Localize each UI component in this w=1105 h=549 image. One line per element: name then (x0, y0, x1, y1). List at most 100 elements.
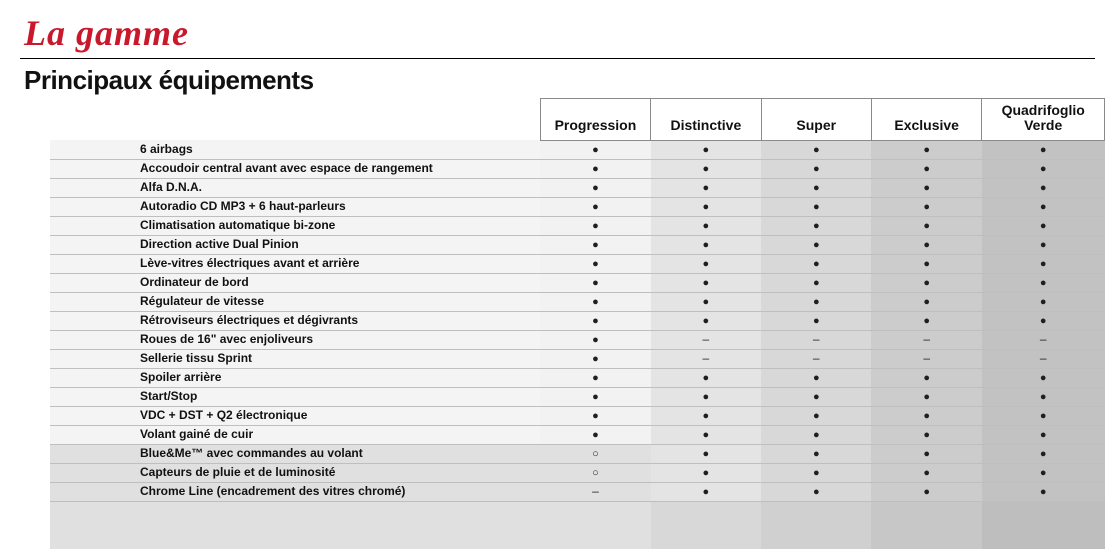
equipment-cell: ● (651, 159, 761, 178)
title-rule (20, 58, 1095, 59)
equipment-cell: – (651, 349, 761, 368)
table-row: Lève-vitres électriques avant et arrière… (50, 254, 1105, 273)
row-label: Sellerie tissu Sprint (50, 349, 540, 368)
equipment-cell: ● (871, 311, 981, 330)
equipment-cell: ● (982, 368, 1105, 387)
col-header: Exclusive (871, 99, 981, 141)
equipment-cell: ● (761, 482, 871, 501)
table-row: Volant gainé de cuir●●●●● (50, 425, 1105, 444)
row-label: Alfa D.N.A. (50, 178, 540, 197)
equipment-cell: ● (540, 216, 650, 235)
equipment-cell: ● (982, 159, 1105, 178)
equipment-cell: ● (982, 482, 1105, 501)
padding-row (50, 501, 1105, 549)
equipment-cell: ● (761, 368, 871, 387)
equipment-cell: ● (651, 235, 761, 254)
equipment-cell: ● (540, 235, 650, 254)
equipment-cell: ● (982, 140, 1105, 159)
row-label: Roues de 16" avec enjoliveurs (50, 330, 540, 349)
row-label: Ordinateur de bord (50, 273, 540, 292)
equipment-cell: ● (982, 235, 1105, 254)
equipment-table: Progression Distinctive Super Exclusive … (50, 98, 1105, 549)
table-row: Régulateur de vitesse●●●●● (50, 292, 1105, 311)
script-title: La gamme (24, 12, 1095, 54)
col-header: Super (761, 99, 871, 141)
equipment-cell: ● (982, 406, 1105, 425)
equipment-cell: ● (982, 254, 1105, 273)
equipment-cell: ○ (540, 463, 650, 482)
equipment-cell: – (982, 349, 1105, 368)
equipment-cell: ● (540, 273, 650, 292)
col-header: QuadrifoglioVerde (982, 99, 1105, 141)
equipment-cell: ● (540, 330, 650, 349)
row-label: Lève-vitres électriques avant et arrière (50, 254, 540, 273)
equipment-cell: ● (540, 311, 650, 330)
equipment-cell: ● (761, 235, 871, 254)
equipment-cell: ● (871, 444, 981, 463)
equipment-cell: ● (871, 482, 981, 501)
table-row: Rétroviseurs électriques et dégivrants●●… (50, 311, 1105, 330)
row-label: Start/Stop (50, 387, 540, 406)
equipment-cell: – (540, 482, 650, 501)
row-label: Climatisation automatique bi-zone (50, 216, 540, 235)
row-label: Volant gainé de cuir (50, 425, 540, 444)
header-row: Progression Distinctive Super Exclusive … (50, 99, 1105, 141)
equipment-cell: – (761, 330, 871, 349)
col-header: Progression (540, 99, 650, 141)
equipment-cell: ● (761, 273, 871, 292)
equipment-cell: ● (761, 178, 871, 197)
equipment-cell: – (982, 330, 1105, 349)
header-empty (50, 99, 540, 141)
equipment-cell: ● (761, 159, 871, 178)
equipment-cell: ● (982, 311, 1105, 330)
equipment-cell: – (761, 349, 871, 368)
table-row: 6 airbags●●●●● (50, 140, 1105, 159)
equipment-cell: ● (540, 425, 650, 444)
equipment-cell: ● (540, 349, 650, 368)
equipment-cell: ● (651, 425, 761, 444)
equipment-cell: ● (871, 273, 981, 292)
table-row: Accoudoir central avant avec espace de r… (50, 159, 1105, 178)
equipment-cell: – (871, 330, 981, 349)
equipment-cell: ● (982, 387, 1105, 406)
equipment-cell: ● (540, 159, 650, 178)
equipment-cell: ● (761, 216, 871, 235)
equipment-cell: ● (651, 387, 761, 406)
equipment-cell: ● (651, 463, 761, 482)
equipment-cell: ● (651, 197, 761, 216)
table-row: Spoiler arrière●●●●● (50, 368, 1105, 387)
table-row: Blue&Me™ avec commandes au volant○●●●● (50, 444, 1105, 463)
equipment-cell: ● (761, 197, 871, 216)
row-label: 6 airbags (50, 140, 540, 159)
equipment-cell: ● (761, 292, 871, 311)
equipment-cell: ● (540, 197, 650, 216)
equipment-cell: ● (540, 292, 650, 311)
equipment-cell: ● (761, 140, 871, 159)
equipment-cell: ● (871, 292, 981, 311)
row-label: Rétroviseurs électriques et dégivrants (50, 311, 540, 330)
subtitle: Principaux équipements (24, 65, 1095, 96)
equipment-cell: ● (540, 254, 650, 273)
equipment-cell: ● (982, 273, 1105, 292)
equipment-cell: ● (540, 178, 650, 197)
equipment-cell: ● (651, 444, 761, 463)
equipment-cell: – (871, 349, 981, 368)
equipment-cell: ● (871, 387, 981, 406)
table-row: Capteurs de pluie et de luminosité○●●●● (50, 463, 1105, 482)
equipment-cell: ● (982, 463, 1105, 482)
table-row: Autoradio CD MP3 + 6 haut-parleurs●●●●● (50, 197, 1105, 216)
equipment-cell: ● (651, 178, 761, 197)
row-label: Capteurs de pluie et de luminosité (50, 463, 540, 482)
equipment-cell: – (651, 330, 761, 349)
equipment-cell: ● (761, 463, 871, 482)
col-header: Distinctive (651, 99, 761, 141)
equipment-cell: ● (761, 406, 871, 425)
equipment-cell: ● (651, 273, 761, 292)
equipment-cell: ● (871, 406, 981, 425)
equipment-cell: ● (871, 425, 981, 444)
equipment-cell: ● (651, 292, 761, 311)
table-row: Sellerie tissu Sprint●–––– (50, 349, 1105, 368)
equipment-cell: ● (871, 216, 981, 235)
row-label: Accoudoir central avant avec espace de r… (50, 159, 540, 178)
table-row: Climatisation automatique bi-zone●●●●● (50, 216, 1105, 235)
